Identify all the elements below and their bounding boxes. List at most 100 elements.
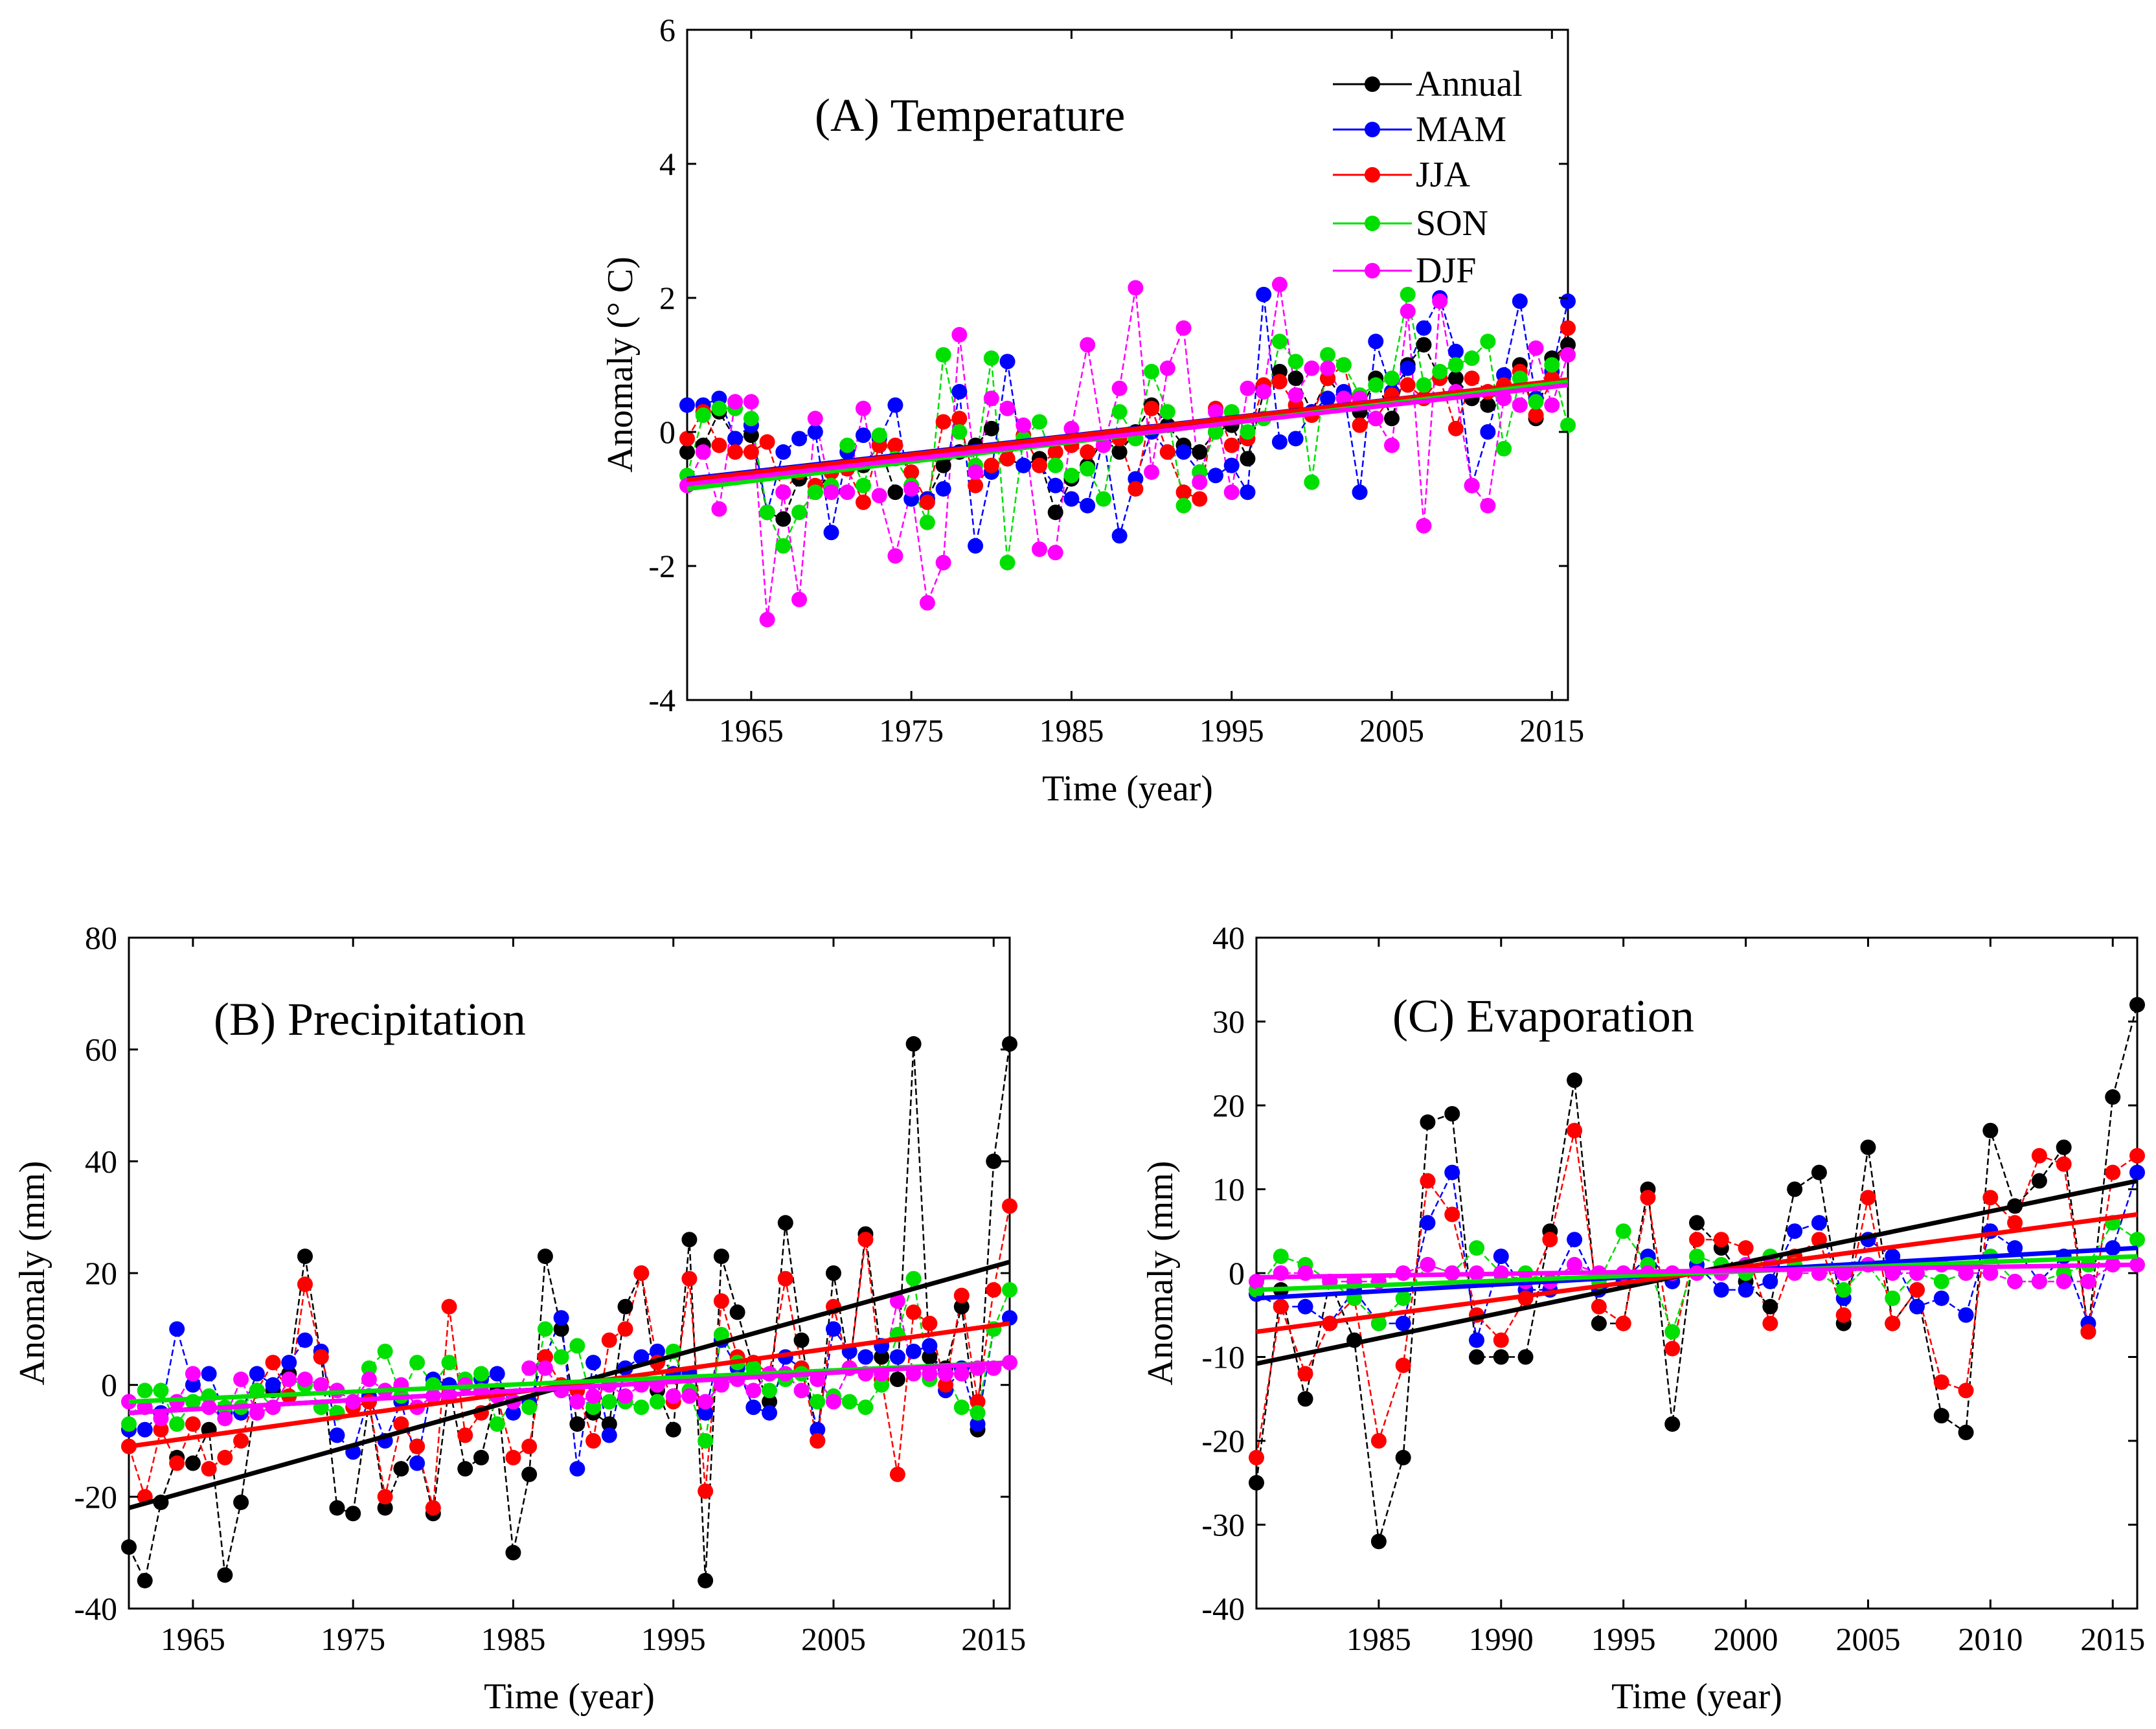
point-b-son-1964 xyxy=(169,1416,185,1432)
point-b-djf-1976 xyxy=(361,1372,377,1388)
point-c-jja-2000 xyxy=(1738,1240,1754,1256)
series-line-b-djf xyxy=(128,1300,1010,1420)
point-a-djf-1969 xyxy=(807,411,823,427)
point-c-jja-2016 xyxy=(2129,1147,2145,1164)
point-b-mam-1989 xyxy=(569,1461,585,1477)
point-b-mam-1969 xyxy=(249,1366,265,1382)
point-a-son-1966 xyxy=(759,504,775,521)
point-c-annual-2009 xyxy=(1958,1425,1974,1441)
point-a-mam-1974 xyxy=(887,397,903,413)
point-c-annual-1988 xyxy=(1444,1105,1460,1122)
point-a-djf-1980 xyxy=(983,390,999,407)
point-a-son-1968 xyxy=(791,504,808,521)
point-b-mam-1990 xyxy=(585,1355,602,1371)
point-a-jja-2014 xyxy=(1528,407,1544,424)
point-a-son-1963 xyxy=(711,400,727,416)
x-tick-label-b-1: 1975 xyxy=(321,1621,385,1657)
point-a-son-1987 xyxy=(1095,491,1111,507)
point-a-son-2008 xyxy=(1432,363,1448,379)
y-tick-label-b-1: -20 xyxy=(74,1478,117,1515)
point-a-jja-1977 xyxy=(935,414,951,430)
point-b-mam-1964 xyxy=(169,1321,185,1337)
point-a-jja-1992 xyxy=(1175,484,1192,501)
point-a-jja-1980 xyxy=(983,457,999,473)
point-c-jja-2009 xyxy=(1958,1383,1974,1399)
point-b-djf-2000 xyxy=(745,1383,762,1399)
point-b-mam-1966 xyxy=(201,1366,217,1382)
point-b-annual-1977 xyxy=(377,1500,393,1516)
x-tick-label-c-2: 1995 xyxy=(1591,1621,1656,1657)
point-c-mam-2003 xyxy=(1811,1215,1827,1231)
y-tick-label-a-2: 0 xyxy=(659,414,675,450)
y-tick-label-b-2: 0 xyxy=(101,1367,117,1403)
point-a-annual-1967 xyxy=(775,511,791,527)
y-tick-label-c-1: -30 xyxy=(1201,1507,1245,1543)
point-a-son-1967 xyxy=(775,537,791,554)
point-c-jja-1993 xyxy=(1567,1122,1583,1138)
point-a-djf-1963 xyxy=(711,501,727,517)
legend-item-djf: DJF xyxy=(1333,251,1476,291)
point-a-mam-1972 xyxy=(856,427,871,444)
point-c-son-1986 xyxy=(1395,1290,1411,1306)
point-b-annual-1989 xyxy=(569,1416,585,1432)
series-line-b-annual xyxy=(128,1043,1011,1583)
point-c-jja-2015 xyxy=(2105,1164,2121,1181)
point-c-mam-1986 xyxy=(1395,1315,1411,1331)
point-a-jja-1976 xyxy=(919,494,935,510)
point-b-jja-1978 xyxy=(393,1416,409,1432)
point-c-mam-2016 xyxy=(2129,1164,2145,1181)
point-b-son-1998 xyxy=(713,1326,729,1342)
point-a-djf-1984 xyxy=(1047,545,1063,561)
point-a-djf-2011 xyxy=(1480,497,1496,514)
point-a-mam-1995 xyxy=(1223,457,1240,473)
point-a-mam-2009 xyxy=(1447,343,1464,359)
point-c-jja-1994 xyxy=(1591,1298,1607,1315)
point-a-djf-1990 xyxy=(1144,464,1160,480)
point-b-son-1990 xyxy=(585,1399,602,1416)
y-tick-label-a-0: -4 xyxy=(648,682,675,718)
point-b-djf-1972 xyxy=(297,1372,313,1388)
point-b-jja-2007 xyxy=(857,1232,874,1248)
point-c-djf-2013 xyxy=(2056,1273,2072,1289)
point-a-annual-2011 xyxy=(1480,397,1496,413)
point-c-jja-2011 xyxy=(2007,1215,2023,1231)
legend-label-djf: DJF xyxy=(1416,251,1476,291)
x-tick-label-c-4: 2005 xyxy=(1835,1621,1900,1657)
point-b-djf-1987 xyxy=(537,1360,553,1376)
x-tick-label-a-4: 2005 xyxy=(1359,712,1424,749)
y-tick-label-a-5: 6 xyxy=(659,12,675,48)
point-c-djf-2014 xyxy=(2080,1273,2096,1289)
point-c-son-1989 xyxy=(1469,1240,1484,1256)
point-a-djf-2007 xyxy=(1416,517,1432,534)
point-c-mam-2011 xyxy=(2007,1240,2023,1256)
series-line-b-son xyxy=(128,1278,1011,1441)
point-c-mam-1988 xyxy=(1444,1164,1460,1181)
point-b-annual-2008 xyxy=(874,1349,890,1365)
y-tick-label-b-4: 40 xyxy=(85,1143,117,1179)
point-a-jja-2016 xyxy=(1560,320,1576,336)
point-a-djf-1973 xyxy=(871,488,887,504)
point-a-mam-1997 xyxy=(1256,286,1272,302)
legend-label-jja: JJA xyxy=(1416,155,1471,195)
x-tick-label-b-2: 1985 xyxy=(481,1621,545,1657)
point-c-djf-1993 xyxy=(1567,1257,1583,1273)
point-a-son-2000 xyxy=(1304,474,1320,490)
point-a-djf-1970 xyxy=(823,484,839,501)
point-b-djf-1989 xyxy=(569,1394,585,1410)
point-a-djf-1991 xyxy=(1159,360,1175,376)
point-a-djf-2013 xyxy=(1512,397,1528,413)
point-a-son-2011 xyxy=(1480,333,1496,350)
point-b-son-1979 xyxy=(409,1355,426,1371)
x-tick-label-c-5: 2010 xyxy=(1958,1621,2023,1657)
point-a-jja-1983 xyxy=(1032,457,1047,473)
point-b-jja-1993 xyxy=(633,1265,650,1281)
point-b-mam-1994 xyxy=(650,1343,665,1359)
point-b-son-1961 xyxy=(121,1416,137,1432)
point-c-mam-1999 xyxy=(1713,1282,1729,1298)
point-b-jja-1992 xyxy=(617,1321,633,1337)
point-c-annual-2002 xyxy=(1787,1181,1803,1197)
point-b-jja-1996 xyxy=(681,1271,698,1287)
point-c-annual-1997 xyxy=(1664,1416,1681,1432)
point-a-son-1992 xyxy=(1175,497,1192,514)
point-a-annual-1961 xyxy=(679,444,695,460)
